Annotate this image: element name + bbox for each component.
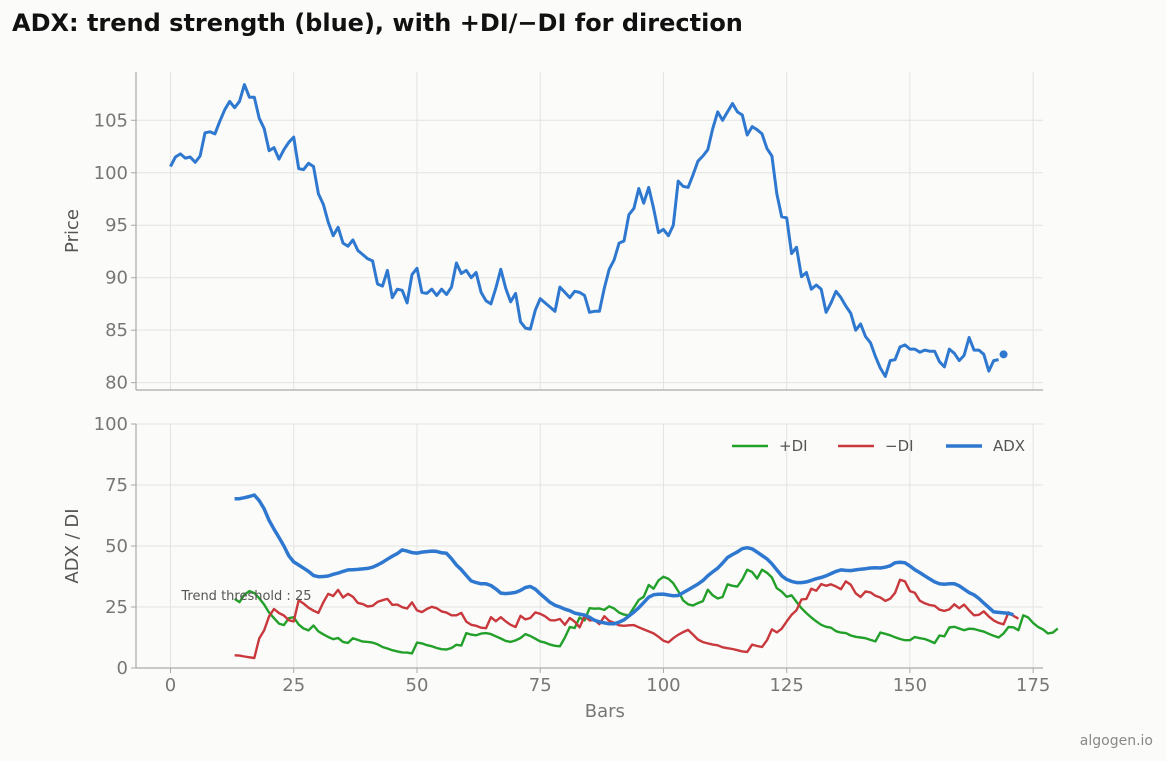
legend-minus-di-label: −DI bbox=[885, 437, 914, 455]
x-axis-label: Bars bbox=[585, 701, 625, 722]
adx-x-ticks: 0 25 50 75 100 125 150 175 bbox=[165, 668, 1050, 696]
adx-y-axis-label: ADX / DI bbox=[62, 508, 83, 583]
price-y-tick-label: 90 bbox=[105, 268, 128, 289]
price-series bbox=[169, 83, 1008, 378]
price-y-tick-label: 100 bbox=[94, 163, 128, 184]
legend-plus-di-label: +DI bbox=[779, 437, 808, 455]
chart-title: ADX: trend strength (blue), with +DI/−DI… bbox=[12, 9, 743, 37]
x-tick-label: 125 bbox=[769, 675, 803, 696]
minus-di-line bbox=[234, 578, 1020, 660]
adx-y-tick-label: 100 bbox=[94, 414, 128, 435]
adx-y-tick-label: 0 bbox=[117, 658, 128, 679]
price-line bbox=[169, 83, 999, 378]
price-axes bbox=[135, 72, 1043, 391]
chart-legend: +DI −DI ADX bbox=[732, 437, 1025, 455]
adx-y-ticks: 0 25 50 75 100 bbox=[94, 414, 136, 679]
watermark: algogen.io bbox=[1080, 733, 1153, 749]
x-tick-label: 150 bbox=[893, 675, 927, 696]
adx-grid bbox=[136, 423, 1043, 669]
legend-adx-label: ADX bbox=[993, 437, 1025, 455]
price-y-axis-label: Price bbox=[62, 209, 83, 253]
x-tick-label: 50 bbox=[406, 675, 429, 696]
adx-y-tick-label: 50 bbox=[105, 536, 128, 557]
adx-y-tick-label: 25 bbox=[105, 597, 128, 618]
x-tick-label: 0 bbox=[165, 675, 176, 696]
price-y-tick-label: 95 bbox=[105, 215, 128, 236]
price-y-tick-label: 105 bbox=[94, 110, 128, 131]
x-tick-label: 75 bbox=[529, 675, 552, 696]
adx-di-series bbox=[233, 493, 1059, 660]
adx-y-tick-label: 75 bbox=[105, 475, 128, 496]
adx-line bbox=[234, 493, 1014, 626]
x-tick-label: 25 bbox=[282, 675, 305, 696]
x-tick-label: 175 bbox=[1016, 675, 1050, 696]
price-grid bbox=[136, 72, 1043, 390]
adx-panel: 0 25 50 75 100 0 25 50 75 100 125 150 175 Trend thr… bbox=[62, 414, 1059, 722]
price-y-tick-label: 80 bbox=[105, 373, 128, 394]
price-y-ticks: 80 85 90 95 100 105 bbox=[94, 110, 136, 394]
plus-di-line bbox=[233, 568, 1059, 655]
price-last-point-marker bbox=[999, 350, 1008, 359]
trend-threshold-annotation: Trend threshold : 25 bbox=[180, 589, 311, 604]
x-tick-label: 100 bbox=[646, 675, 680, 696]
price-y-tick-label: 85 bbox=[105, 320, 128, 341]
price-panel: 80 85 90 95 100 105 Price bbox=[62, 72, 1043, 394]
